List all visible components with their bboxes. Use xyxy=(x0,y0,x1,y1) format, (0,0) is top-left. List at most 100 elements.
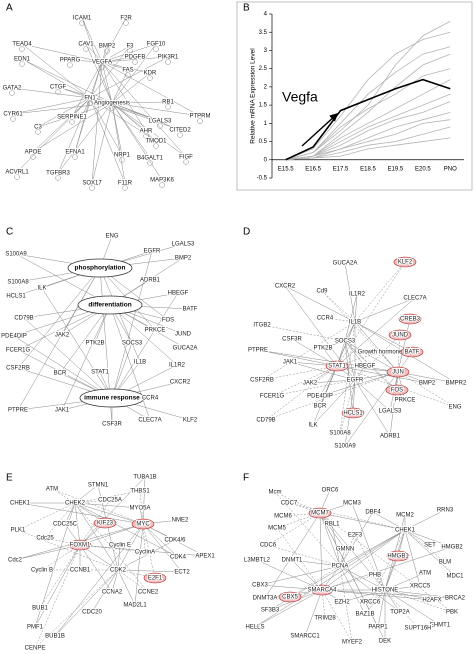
node-label: SUPT16H xyxy=(404,626,431,632)
node-label: S100A9 xyxy=(5,252,27,258)
node-label: BATF xyxy=(183,307,198,313)
node-symbol xyxy=(14,174,20,180)
edge xyxy=(267,512,321,546)
node-label: CCR4 xyxy=(142,396,159,402)
node-label: STAT1 xyxy=(91,370,109,376)
edge xyxy=(85,43,113,104)
edge xyxy=(257,349,399,373)
edge xyxy=(37,102,113,128)
node-highlight xyxy=(143,572,167,584)
edge xyxy=(339,565,386,591)
edge xyxy=(111,102,123,156)
edge xyxy=(289,361,356,381)
node-label: PTPRE xyxy=(8,408,28,414)
series-line xyxy=(285,101,451,161)
y-tick-label: 0 xyxy=(264,157,268,163)
node-label: BMPR2 xyxy=(446,381,467,387)
edge xyxy=(322,340,346,349)
node-label: CCR4 xyxy=(317,316,334,322)
node-label: MCM5 xyxy=(268,526,286,532)
edge xyxy=(142,476,146,525)
node-label: CHEK1 xyxy=(395,528,416,534)
node-label: VEGFA xyxy=(92,60,112,66)
node-symbol xyxy=(30,154,36,160)
node-label: ICAM1 xyxy=(73,16,92,22)
node-label: PTPRM xyxy=(190,114,211,120)
node-label: APEX1 xyxy=(195,554,215,560)
node-label: DBF4 xyxy=(365,510,381,516)
node-label: S100A8 xyxy=(329,431,351,437)
node-label: S100A8 xyxy=(7,280,29,286)
node-symbol xyxy=(165,104,171,110)
edge xyxy=(61,304,111,411)
edge xyxy=(261,321,356,381)
node-label: SMARCC1 xyxy=(290,634,320,640)
node-label: F3 xyxy=(126,44,134,50)
edge xyxy=(109,304,151,421)
edge xyxy=(34,544,81,628)
node-label: FN1 xyxy=(84,96,96,102)
series-line xyxy=(285,78,451,161)
node-label: PCNA xyxy=(332,564,349,570)
node-label: SET xyxy=(424,543,436,549)
edge xyxy=(267,544,341,567)
edge xyxy=(111,102,126,184)
edge xyxy=(21,43,91,99)
node-label: JAK1 xyxy=(283,360,298,366)
node-symbol xyxy=(35,129,41,135)
node-label: ITGB2 xyxy=(253,323,271,329)
edge xyxy=(276,512,321,529)
panel-frame xyxy=(236,1,473,191)
edge xyxy=(276,527,323,591)
edge xyxy=(271,379,356,397)
panel-letter: C xyxy=(6,227,13,238)
node-label: HMGB2 xyxy=(441,545,463,551)
node-label: BMP2 xyxy=(175,256,192,262)
edge xyxy=(111,102,157,142)
edge xyxy=(117,569,156,579)
edge xyxy=(15,253,111,306)
edge xyxy=(57,102,113,174)
edge xyxy=(364,589,386,615)
node-label: JAK2 xyxy=(303,381,318,387)
edge xyxy=(111,101,169,104)
edge xyxy=(288,502,406,531)
node-label: KIF23 xyxy=(97,521,114,527)
edge xyxy=(339,565,353,643)
edge xyxy=(142,523,156,579)
y-tick-label: 3 xyxy=(264,48,268,54)
node-label: ORC6 xyxy=(322,488,339,494)
node-label: H2AFX xyxy=(422,598,441,604)
edge xyxy=(319,512,386,642)
node-label: ATM xyxy=(46,487,58,493)
node-label: PBK xyxy=(446,610,458,616)
node-label: BMP2 xyxy=(99,44,116,50)
node-label: Growth hormone xyxy=(358,350,403,356)
node-label: CHEK2 xyxy=(65,501,86,507)
node-label: Cdc25 xyxy=(36,536,54,542)
edge xyxy=(344,371,399,447)
edge xyxy=(339,534,356,567)
edge xyxy=(17,502,76,531)
edge xyxy=(291,559,323,591)
edge xyxy=(344,262,356,323)
edge xyxy=(324,317,356,323)
node-label: RRN3 xyxy=(437,508,454,514)
edge xyxy=(91,102,113,184)
node-symbol xyxy=(104,48,110,54)
series-line xyxy=(285,31,451,161)
node-label: CXCR2 xyxy=(170,380,191,386)
process-node xyxy=(79,388,145,408)
node-label: PARP1 xyxy=(368,625,388,631)
edge xyxy=(74,502,144,525)
node-symbol xyxy=(153,46,159,52)
node-symbol xyxy=(67,62,73,68)
edge xyxy=(74,502,119,571)
node-label: PHB xyxy=(369,573,381,579)
node-label: KLF2 xyxy=(183,418,198,424)
node-highlight xyxy=(93,517,117,529)
node-label: CDC25A xyxy=(98,498,122,504)
edge xyxy=(321,529,406,591)
node-label: C3 xyxy=(34,125,42,131)
node-label: CD79B xyxy=(14,316,33,322)
